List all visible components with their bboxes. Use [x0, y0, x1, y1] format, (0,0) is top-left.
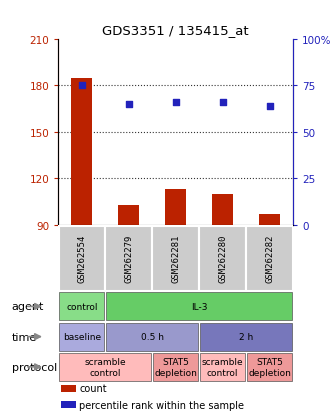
Text: control: control	[66, 302, 98, 311]
Point	[267, 103, 272, 110]
Bar	[247, 353, 292, 381]
Bar	[246, 226, 293, 291]
Point	[220, 100, 225, 106]
Text: GSM262281: GSM262281	[171, 235, 180, 282]
Text: GSM262279: GSM262279	[124, 235, 133, 282]
Bar	[61, 385, 76, 392]
Bar	[61, 401, 76, 408]
Bar	[59, 293, 104, 320]
Bar	[259, 215, 280, 225]
Text: scramble
control: scramble control	[85, 357, 126, 377]
Bar	[165, 190, 186, 225]
Bar	[200, 353, 245, 381]
Text: GSM262280: GSM262280	[218, 235, 227, 282]
Bar	[106, 323, 198, 351]
Text: agent: agent	[12, 301, 44, 312]
Text: IL-3: IL-3	[191, 302, 207, 311]
Text: protocol: protocol	[12, 362, 57, 372]
Bar	[59, 323, 104, 351]
Bar	[153, 226, 199, 291]
Text: STAT5
depletion: STAT5 depletion	[154, 357, 197, 377]
Point	[79, 83, 84, 90]
Bar	[212, 195, 233, 225]
Bar	[153, 353, 198, 381]
Text: STAT5
depletion: STAT5 depletion	[248, 357, 291, 377]
Bar	[106, 293, 292, 320]
Text: 0.5 h: 0.5 h	[141, 332, 164, 341]
Bar	[106, 226, 152, 291]
Bar	[71, 78, 92, 225]
Bar	[199, 226, 246, 291]
Point	[126, 102, 131, 108]
Text: count: count	[79, 384, 107, 394]
Bar	[200, 323, 292, 351]
Text: 2 h: 2 h	[239, 332, 253, 341]
Text: GSM262282: GSM262282	[265, 235, 274, 282]
Text: time: time	[12, 332, 37, 342]
Text: baseline: baseline	[63, 332, 101, 341]
Bar	[59, 226, 105, 291]
Text: scramble
control: scramble control	[202, 357, 243, 377]
Bar	[59, 353, 151, 381]
Bar	[118, 205, 139, 225]
Text: GSM262554: GSM262554	[77, 235, 86, 282]
Title: GDS3351 / 135415_at: GDS3351 / 135415_at	[102, 24, 249, 37]
Text: percentile rank within the sample: percentile rank within the sample	[79, 400, 244, 410]
Point	[173, 100, 178, 106]
